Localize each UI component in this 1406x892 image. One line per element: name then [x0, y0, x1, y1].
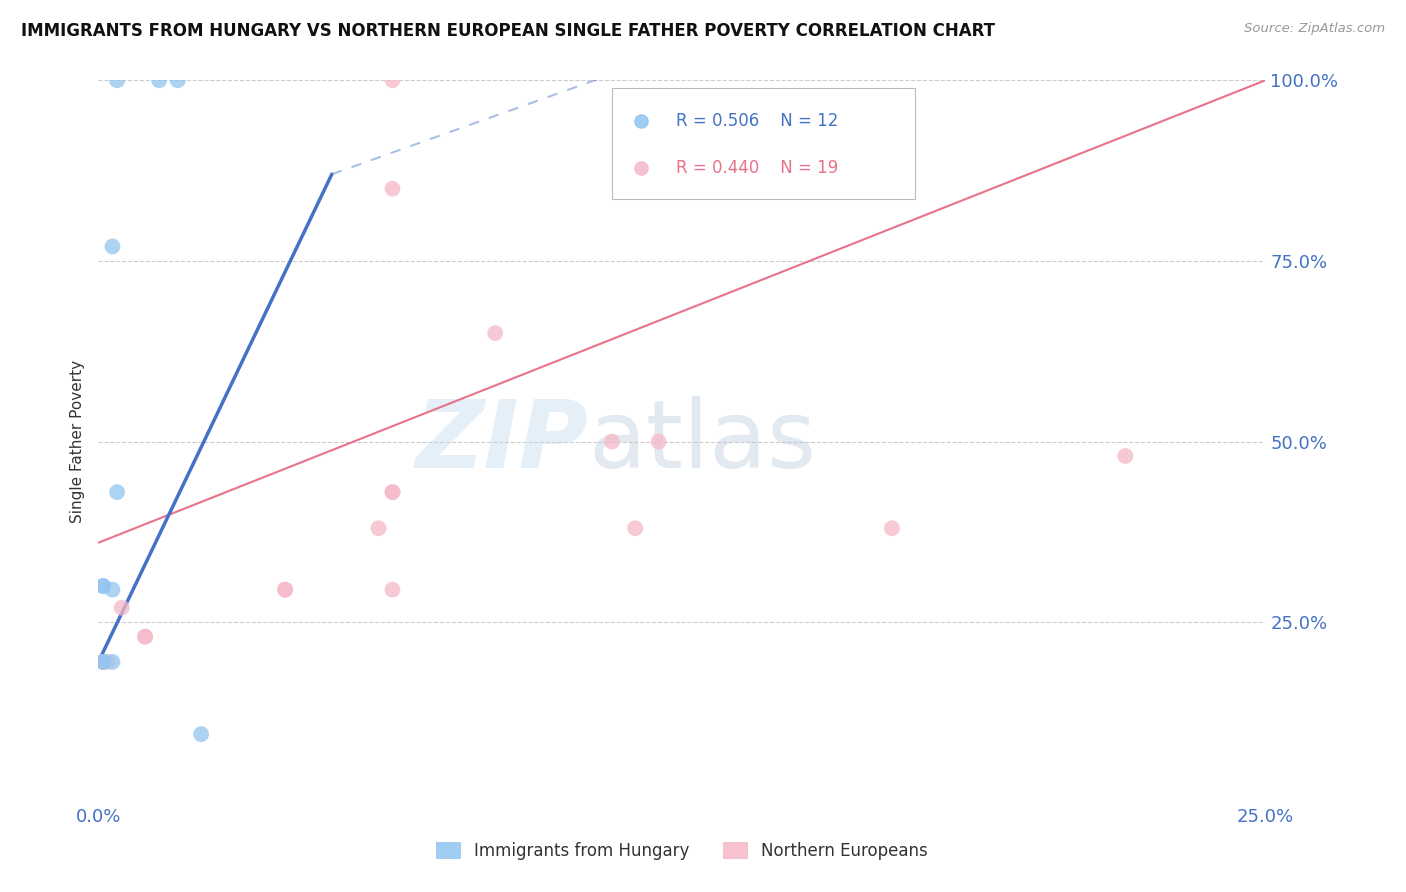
Text: ZIP: ZIP — [416, 395, 589, 488]
Point — [880, 521, 903, 535]
Point — [624, 521, 647, 535]
Point — [600, 434, 623, 449]
Point — [274, 582, 297, 597]
Point — [111, 600, 134, 615]
Text: Source: ZipAtlas.com: Source: ZipAtlas.com — [1244, 22, 1385, 36]
Point — [105, 485, 128, 500]
Point — [381, 485, 404, 500]
Point — [134, 630, 156, 644]
Point — [91, 655, 114, 669]
Text: IMMIGRANTS FROM HUNGARY VS NORTHERN EUROPEAN SINGLE FATHER POVERTY CORRELATION C: IMMIGRANTS FROM HUNGARY VS NORTHERN EURO… — [21, 22, 995, 40]
Point — [484, 326, 506, 340]
Point — [91, 579, 114, 593]
Text: R = 0.506    N = 12: R = 0.506 N = 12 — [676, 112, 838, 130]
Point — [381, 582, 404, 597]
Point — [367, 521, 389, 535]
FancyBboxPatch shape — [612, 87, 915, 200]
Point — [91, 655, 114, 669]
Point — [101, 239, 124, 253]
Text: R = 0.440    N = 19: R = 0.440 N = 19 — [676, 159, 838, 178]
Point — [134, 630, 156, 644]
Point — [381, 182, 404, 196]
Text: atlas: atlas — [589, 395, 817, 488]
Point — [101, 655, 124, 669]
Point — [190, 727, 212, 741]
Point — [274, 582, 297, 597]
Point — [166, 73, 188, 87]
Y-axis label: Single Father Poverty: Single Father Poverty — [70, 360, 86, 523]
Point — [1114, 449, 1136, 463]
Point — [91, 655, 114, 669]
Point — [97, 655, 120, 669]
Point — [381, 73, 404, 87]
Point — [91, 579, 114, 593]
Point — [105, 73, 128, 87]
Point — [647, 434, 669, 449]
Point — [101, 582, 124, 597]
Point — [381, 485, 404, 500]
Point — [148, 73, 170, 87]
Legend: Immigrants from Hungary, Northern Europeans: Immigrants from Hungary, Northern Europe… — [429, 835, 935, 867]
